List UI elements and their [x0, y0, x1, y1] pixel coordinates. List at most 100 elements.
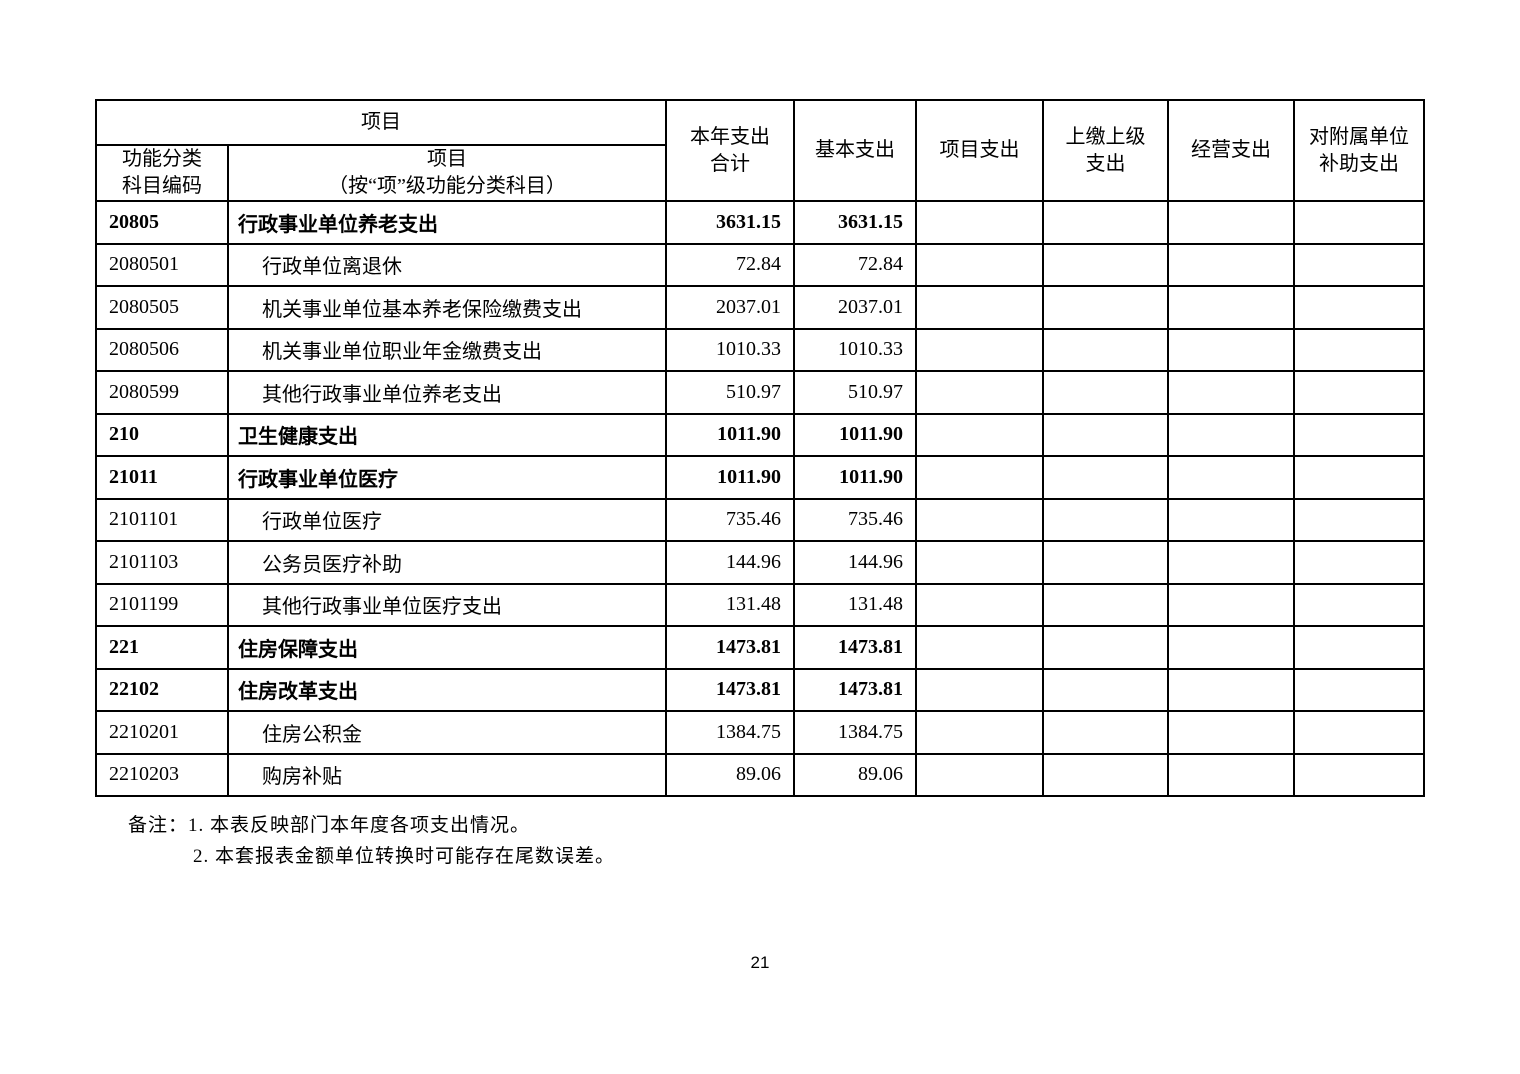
cell-basic: 72.84: [793, 242, 917, 287]
cell-project: [915, 327, 1044, 372]
cell-basic: 1011.90: [793, 455, 917, 500]
row-code: 2210201: [95, 710, 229, 755]
cell-upper: [1042, 370, 1169, 415]
cell-total: 735.46: [665, 497, 795, 542]
row-code: 2080599: [95, 370, 229, 415]
header-current-year-total: 本年支出 合计: [665, 99, 795, 202]
row-item-name: 住房保障支出: [227, 625, 667, 670]
row-code: 22102: [95, 667, 229, 712]
cell-project: [915, 752, 1044, 797]
header-project-expenditure: 项目支出: [915, 99, 1044, 202]
cell-affiliated: [1293, 370, 1425, 415]
cell-affiliated: [1293, 285, 1425, 330]
cell-affiliated: [1293, 582, 1425, 627]
cell-basic: 735.46: [793, 497, 917, 542]
cell-total: 1473.81: [665, 625, 795, 670]
cell-total: 1011.90: [665, 412, 795, 457]
row-item-name: 机关事业单位基本养老保险缴费支出: [227, 285, 667, 330]
note-line-1: 备注：1. 本表反映部门本年度各项支出情况。: [128, 815, 531, 836]
cell-basic: 131.48: [793, 582, 917, 627]
cell-affiliated: [1293, 200, 1425, 245]
row-code: 2101103: [95, 540, 229, 585]
cell-operating: [1167, 412, 1295, 457]
cell-project: [915, 582, 1044, 627]
row-item-name: 行政单位医疗: [227, 497, 667, 542]
cell-basic: 2037.01: [793, 285, 917, 330]
header-project-group: 项目: [95, 99, 667, 146]
table-row: 2080505 机关事业单位基本养老保险缴费支出 2037.01 2037.01: [95, 285, 1425, 330]
table-row: 2101101 行政单位医疗 735.46 735.46: [95, 497, 1425, 542]
cell-operating: [1167, 370, 1295, 415]
cell-total: 131.48: [665, 582, 795, 627]
cell-upper: [1042, 242, 1169, 287]
cell-upper: [1042, 625, 1169, 670]
cell-upper: [1042, 540, 1169, 585]
cell-total: 2037.01: [665, 285, 795, 330]
header-affiliated-subsidy: 对附属单位 补助支出: [1293, 99, 1425, 202]
cell-operating: [1167, 455, 1295, 500]
row-item-name: 卫生健康支出: [227, 412, 667, 457]
page-number: 21: [750, 953, 770, 972]
table-row: 2101103 公务员医疗补助 144.96 144.96: [95, 540, 1425, 585]
cell-basic: 3631.15: [793, 200, 917, 245]
cell-operating: [1167, 242, 1295, 287]
row-item-name: 其他行政事业单位养老支出: [227, 370, 667, 415]
cell-affiliated: [1293, 327, 1425, 372]
row-code: 221: [95, 625, 229, 670]
cell-project: [915, 710, 1044, 755]
cell-basic: 1384.75: [793, 710, 917, 755]
cell-total: 144.96: [665, 540, 795, 585]
cell-operating: [1167, 667, 1295, 712]
cell-total: 1384.75: [665, 710, 795, 755]
cell-total: 1473.81: [665, 667, 795, 712]
cell-operating: [1167, 582, 1295, 627]
header-upper-level-payment: 上缴上级 支出: [1042, 99, 1169, 202]
cell-upper: [1042, 412, 1169, 457]
cell-basic: 1011.90: [793, 412, 917, 457]
table-row: 2101199 其他行政事业单位医疗支出 131.48 131.48: [95, 582, 1425, 627]
cell-project: [915, 285, 1044, 330]
cell-total: 1010.33: [665, 327, 795, 372]
cell-basic: 1473.81: [793, 667, 917, 712]
table-row: 22102 住房改革支出 1473.81 1473.81: [95, 667, 1425, 712]
row-item-name: 其他行政事业单位医疗支出: [227, 582, 667, 627]
cell-upper: [1042, 285, 1169, 330]
table-row: 2210201 住房公积金 1384.75 1384.75: [95, 710, 1425, 755]
row-item-name: 机关事业单位职业年金缴费支出: [227, 327, 667, 372]
cell-project: [915, 497, 1044, 542]
header-function-code: 功能分类 科目编码: [95, 144, 229, 202]
cell-total: 510.97: [665, 370, 795, 415]
table-row: 21011 行政事业单位医疗 1011.90 1011.90: [95, 455, 1425, 500]
row-code: 2101199: [95, 582, 229, 627]
cell-basic: 1010.33: [793, 327, 917, 372]
row-item-name: 行政事业单位医疗: [227, 455, 667, 500]
row-code: 210: [95, 412, 229, 457]
cell-basic: 510.97: [793, 370, 917, 415]
cell-affiliated: [1293, 667, 1425, 712]
cell-total: 72.84: [665, 242, 795, 287]
row-code: 20805: [95, 200, 229, 245]
cell-operating: [1167, 540, 1295, 585]
cell-affiliated: [1293, 242, 1425, 287]
cell-basic: 89.06: [793, 752, 917, 797]
header-basic-expenditure: 基本支出: [793, 99, 917, 202]
table-header: 项目 本年支出 合计 基本支出 项目支出 上缴上级 支出 经营支出 对附属单位 …: [95, 99, 1425, 202]
cell-upper: [1042, 327, 1169, 372]
cell-operating: [1167, 200, 1295, 245]
cell-basic: 144.96: [793, 540, 917, 585]
cell-total: 1011.90: [665, 455, 795, 500]
table-row: 20805 行政事业单位养老支出 3631.15 3631.15: [95, 200, 1425, 245]
row-item-name: 住房改革支出: [227, 667, 667, 712]
row-item-name: 公务员医疗补助: [227, 540, 667, 585]
row-item-name: 购房补贴: [227, 752, 667, 797]
cell-upper: [1042, 710, 1169, 755]
cell-affiliated: [1293, 497, 1425, 542]
cell-affiliated: [1293, 752, 1425, 797]
row-code: 21011: [95, 455, 229, 500]
table-row: 221 住房保障支出 1473.81 1473.81: [95, 625, 1425, 670]
row-item-name: 行政事业单位养老支出: [227, 200, 667, 245]
row-code: 2210203: [95, 752, 229, 797]
cell-project: [915, 200, 1044, 245]
row-code: 2101101: [95, 497, 229, 542]
table-row: 2080599 其他行政事业单位养老支出 510.97 510.97: [95, 370, 1425, 415]
